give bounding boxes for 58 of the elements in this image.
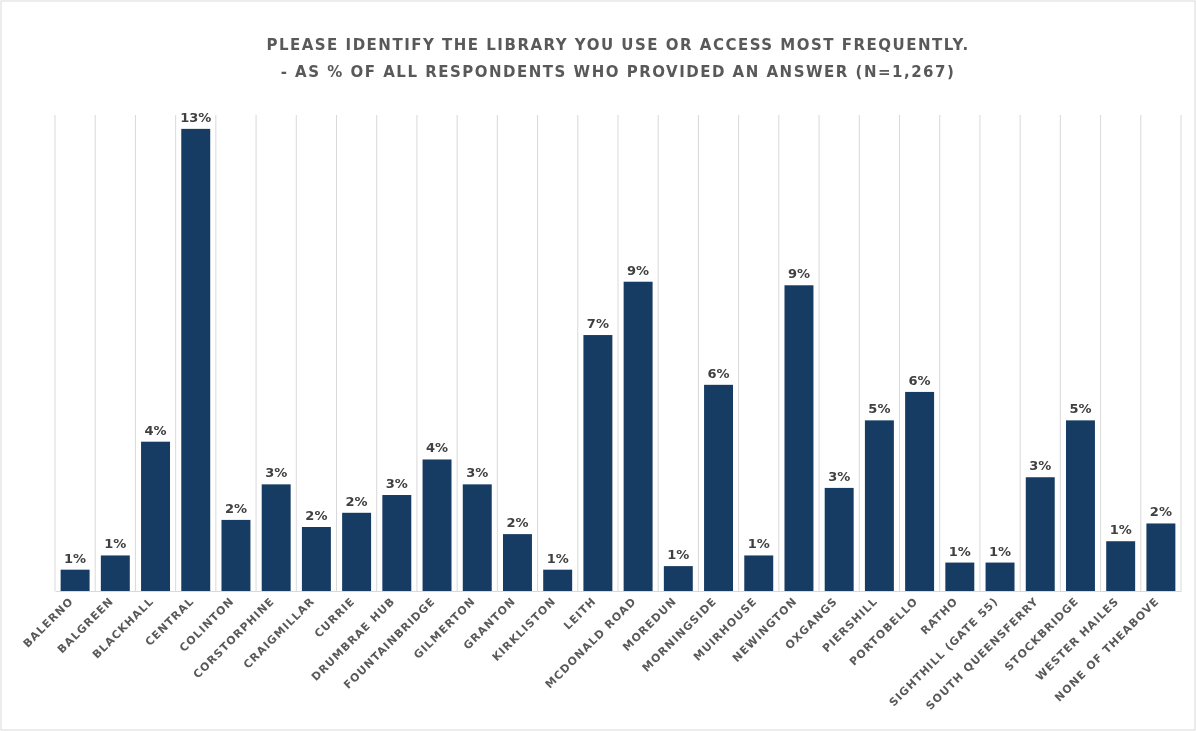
data-label: 1% — [546, 550, 569, 566]
data-label: 1% — [64, 550, 87, 566]
bar — [1065, 420, 1095, 591]
bar — [905, 391, 935, 591]
data-label: 3% — [466, 465, 489, 481]
bar — [945, 562, 975, 591]
bar — [462, 484, 492, 591]
data-label: 9% — [627, 262, 650, 278]
data-label: 3% — [1029, 458, 1052, 474]
bar — [784, 285, 814, 591]
data-label: 1% — [104, 536, 127, 552]
bar — [422, 459, 452, 591]
bar — [502, 534, 532, 591]
bar — [141, 441, 171, 591]
data-label: 4% — [426, 440, 449, 456]
data-label: 2% — [305, 508, 328, 524]
bar — [543, 569, 573, 591]
data-label: 13% — [180, 109, 212, 125]
data-label: 1% — [667, 547, 690, 563]
chart-title: PLEASE IDENTIFY THE LIBRARY YOU USE OR ACCESS MOST FREQUENTLY. — [266, 36, 970, 54]
chart-subtitle: - AS % OF ALL RESPONDENTS WHO PROVIDED AN ANSWER (N=1,267) — [280, 63, 956, 81]
bar — [864, 420, 894, 591]
data-label: 6% — [908, 372, 931, 388]
data-label: 2% — [224, 500, 247, 516]
bar — [663, 566, 693, 591]
data-label: 2% — [345, 493, 368, 509]
data-label: 3% — [828, 468, 851, 484]
data-label: 5% — [1069, 401, 1092, 417]
data-label: 1% — [989, 543, 1012, 559]
bar — [824, 487, 854, 591]
data-label: 2% — [506, 515, 529, 531]
bar — [342, 512, 372, 591]
bar — [985, 562, 1015, 591]
bar — [261, 484, 291, 591]
data-label: 1% — [948, 543, 971, 559]
bar — [1025, 477, 1055, 591]
bar — [704, 384, 734, 591]
bar — [623, 281, 653, 591]
data-label: 3% — [265, 465, 288, 481]
data-label: 4% — [144, 422, 167, 438]
bar — [382, 495, 412, 591]
data-label: 9% — [787, 266, 810, 282]
data-label: 6% — [707, 365, 730, 381]
data-label: 1% — [747, 536, 770, 552]
bar — [100, 555, 130, 591]
data-label: 3% — [385, 476, 408, 492]
bar — [301, 527, 331, 591]
bar — [1146, 523, 1176, 591]
data-label: 5% — [868, 401, 891, 417]
bar — [221, 519, 251, 591]
bar — [1106, 541, 1136, 591]
bar — [60, 569, 90, 591]
bar — [181, 128, 211, 591]
bar — [583, 335, 613, 591]
data-label: 2% — [1149, 504, 1172, 520]
data-label: 7% — [586, 316, 609, 332]
data-label: 1% — [1109, 522, 1132, 538]
bar — [744, 555, 774, 591]
